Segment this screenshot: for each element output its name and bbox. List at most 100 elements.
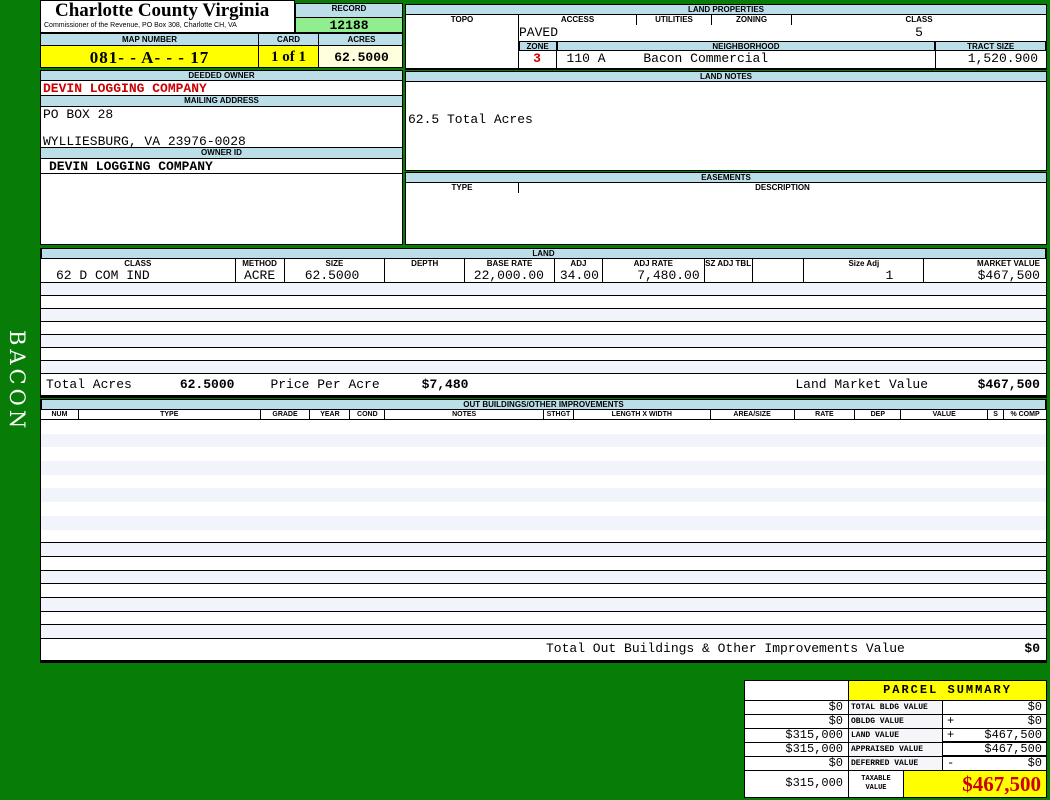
empty-row [41, 447, 1046, 462]
ps-row-label: OBLDG VALUE [849, 715, 943, 729]
empty-row [41, 529, 1046, 544]
empty-row [41, 625, 1046, 639]
zone-values: 3 110 A Bacon Commercial 1,520.900 [405, 51, 1047, 68]
land-row-depth [385, 269, 466, 282]
empty-row [41, 361, 1046, 374]
ps-row-left: $0 [745, 715, 849, 729]
total-acres-label: Total Acres [46, 376, 132, 392]
parcel-summary-title: PARCEL SUMMARY [849, 681, 1046, 701]
land-table-row: 62 D COM IND ACRE 62.5000 22,000.00 34.0… [41, 269, 1046, 283]
empty-row [41, 570, 1046, 585]
land-market-value-label: Land Market Value [795, 376, 928, 392]
land-row-adj-rate: 7,480.00 [603, 269, 705, 282]
zone-spacer [406, 51, 519, 68]
district-name-label: BACON [5, 330, 29, 433]
land-col-market-value: MARKET VALUE [977, 259, 1041, 268]
empty-row [41, 611, 1046, 626]
mailing-address-label: MAILING ADDRESS [40, 96, 403, 107]
ps-row-op: + [947, 714, 955, 728]
acres-label: ACRES [319, 34, 402, 45]
zone-spacer [406, 41, 519, 51]
ps-row-op: + [947, 728, 955, 742]
empty-row [41, 488, 1046, 503]
empty-row [41, 283, 1046, 296]
ps-row-label: LAND VALUE [849, 729, 943, 743]
land-col-method: METHOD [236, 259, 285, 269]
land-col-adj-rate: ADJ RATE [603, 259, 705, 269]
ps-row-left: $0 [745, 757, 849, 771]
out-buildings-title: OUT BUILDINGS/OTHER IMPROVEMENTS [41, 399, 1046, 410]
easements-headers: TYPE DESCRIPTION [405, 183, 1047, 193]
land-row-blank [753, 269, 805, 282]
land-row-method: ACRE [236, 269, 285, 282]
out-buildings-section: OUT BUILDINGS/OTHER IMPROVEMENTS NUM TYP… [40, 399, 1047, 663]
land-row-sz-adj-tbl [705, 269, 753, 282]
land-row-size-adj: 1 [804, 269, 925, 282]
land-col-blank [753, 259, 805, 269]
tract-size-value: 1,520.900 [935, 51, 1046, 68]
land-empty-rows [41, 283, 1046, 374]
land-col-adj: ADJ [555, 259, 603, 269]
card-label: CARD [259, 34, 319, 45]
owner-section: DEEDED OWNER DEVIN LOGGING COMPANY MAILI… [40, 70, 403, 245]
land-properties-section: LAND PROPERTIES TOPO ACCESS UTILITIES ZO… [405, 4, 1047, 70]
easement-type-header: TYPE [406, 183, 519, 193]
land-notes-title: LAND NOTES [405, 71, 1047, 82]
land-totals-row: Total Acres 62.5000 Price Per Acre $7,48… [41, 374, 1046, 395]
empty-row [41, 515, 1046, 530]
ob-col-area-size: AREA/SIZE [711, 410, 795, 419]
county-subtitle: Commissioner of the Revenue, PO Box 308,… [44, 22, 237, 29]
ps-row-right: + $0 [943, 715, 1046, 729]
empty-row [41, 597, 1046, 612]
neighborhood-header: NEIGHBORHOOD [556, 41, 936, 51]
empty-row [41, 348, 1046, 361]
land-properties-headers: TOPO ACCESS UTILITIES ZONING CLASS [405, 15, 1047, 25]
land-row-market-value: $467,500 [977, 269, 1040, 282]
ob-col-pct-comp: % COMP [1010, 411, 1040, 418]
ob-total-label: Total Out Buildings & Other Improvements… [546, 641, 905, 656]
ob-col-length-width: LENGTH X WIDTH [574, 410, 711, 419]
ps-taxable-row: TAXABLE VALUE $467,500 [849, 771, 1046, 797]
ps-row-left: $315,000 [745, 729, 849, 743]
mailing-address-box: PO BOX 28 WYLLIESBURG, VA 23976-0028 [40, 107, 403, 148]
land-col-base-rate: BASE RATE [465, 259, 555, 269]
ps-row-right: + $467,500 [943, 729, 1046, 743]
land-row-size: 62.5000 [285, 269, 386, 282]
price-per-acre-value: $7,480 [421, 376, 469, 392]
ps-taxable-left: $315,000 [745, 771, 849, 797]
ps-row-label: APPRAISED VALUE [849, 743, 943, 757]
ps-row-value: $467,500 [984, 742, 1042, 756]
ps-row-value: $467,500 [984, 728, 1042, 742]
out-buildings-empty-rows [41, 420, 1046, 639]
utilities-header: UTILITIES [637, 15, 712, 25]
owner-id-label: OWNER ID [40, 148, 403, 159]
empty-row [41, 322, 1046, 335]
ob-col-cond: COND [350, 410, 386, 419]
easements-empty-area [405, 193, 1047, 245]
easement-description-header: DESCRIPTION [755, 183, 810, 192]
land-col-sz-adj-tbl: SZ ADJ TBL [705, 259, 753, 269]
land-row-adj: 34.00 [555, 269, 603, 282]
empty-row [41, 584, 1046, 598]
price-per-acre-label: Price Per Acre [270, 376, 380, 392]
map-number-value: 081- - A- - - 17 [41, 45, 259, 67]
land-row-base-rate: 22,000.00 [465, 269, 555, 282]
ob-col-year: YEAR [310, 410, 351, 419]
empty-row [41, 461, 1046, 475]
parcel-summary: PARCEL SUMMARY $0 TOTAL BLDG VALUE $0 $0… [744, 680, 1047, 798]
neighborhood-code: 110 A [566, 51, 606, 66]
easements-title: EASEMENTS [405, 172, 1047, 183]
land-col-depth: DEPTH [385, 259, 466, 269]
address-line-1: PO BOX 28 [43, 107, 114, 122]
utilities-value [637, 25, 712, 41]
ps-row-value: $0 [1027, 700, 1042, 714]
land-col-class: CLASS [41, 259, 236, 269]
record-box: RECORD 12188 [295, 3, 403, 33]
ob-col-rate: RATE [795, 410, 856, 419]
empty-row [41, 433, 1046, 448]
land-table-title: LAND [41, 248, 1046, 259]
parcel-summary-corner [745, 681, 849, 701]
county-title: Charlotte County Virginia [55, 0, 270, 21]
land-notes-section: LAND NOTES 62.5 Total Acres [405, 71, 1047, 171]
record-label: RECORD [331, 4, 367, 13]
